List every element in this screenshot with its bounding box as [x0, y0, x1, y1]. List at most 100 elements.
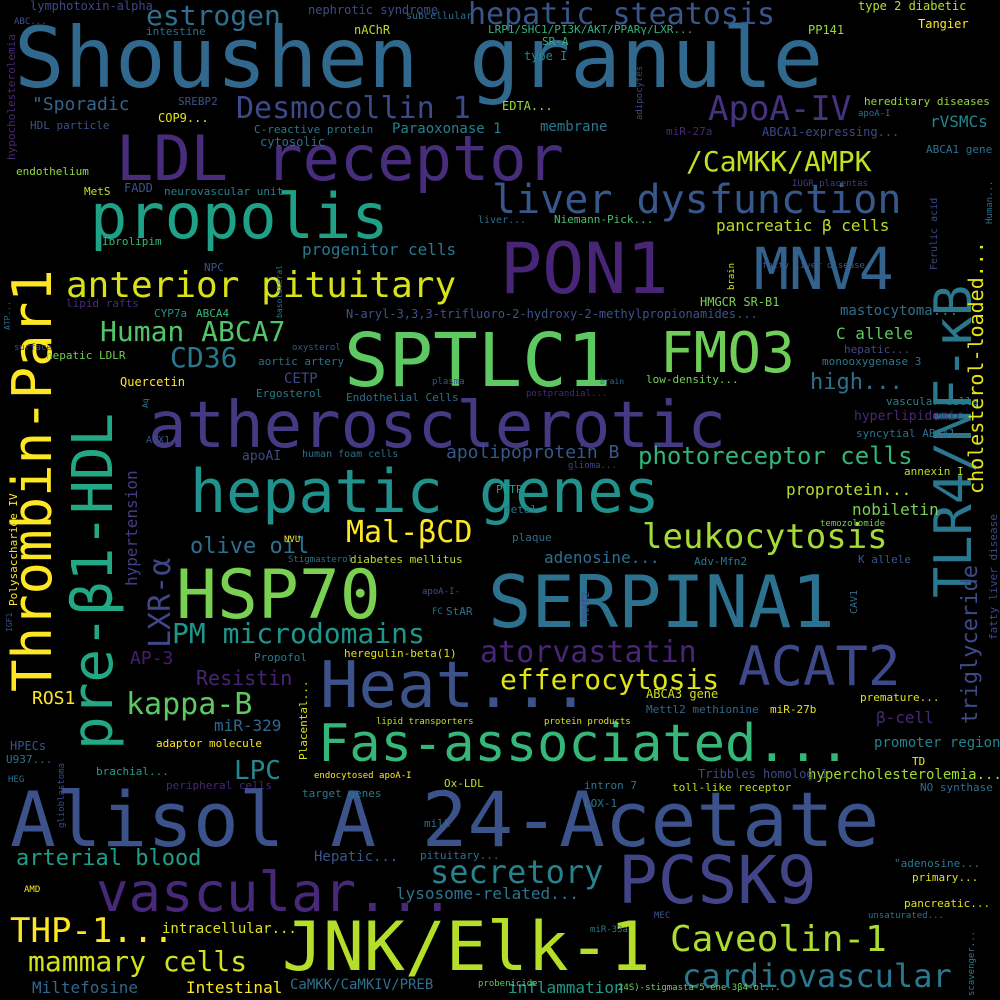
word-edta: EDTA...	[502, 99, 553, 113]
word-lpc: LPC	[234, 756, 281, 786]
word-camkk-ampk: /CaMKK/AMPK	[686, 145, 872, 178]
word-scavenger: scavenger...	[967, 930, 977, 996]
word-iugr-placentas: IUGR placentas	[792, 179, 868, 189]
word-jnk-elk-1: JNK/Elk-1	[282, 908, 651, 987]
word-heg: HEG	[8, 775, 25, 785]
word-low-density: low-density...	[646, 373, 739, 386]
word-photoreceptor-cells: photoreceptor cells	[638, 442, 913, 470]
word-fatty-liver-disease: fatty liver disease	[987, 514, 1000, 640]
word-hepatic-ellipsis: Hepatic...	[314, 849, 399, 865]
word-lysosome-related: lysosome-related...	[396, 884, 580, 903]
word-heregulin: heregulin-beta(1)	[344, 647, 457, 660]
word-hdl-particle: HDL particle	[30, 119, 110, 132]
word-cetp: CETP	[284, 371, 318, 387]
word-adipocytes: adipocytes	[635, 65, 645, 120]
word-mir-329: miR-329	[214, 716, 282, 735]
word-subcellular: subcellular	[406, 11, 473, 22]
word-protein-products: protein products	[544, 717, 631, 727]
word-atherosclerotic: atherosclerotic	[148, 389, 726, 463]
word-mammary-cells: mammary cells	[28, 945, 248, 978]
word-inflammation: inflammation	[508, 978, 624, 997]
word-hpecs: HPECs	[10, 739, 47, 753]
word-pltp: PLTP	[496, 483, 523, 496]
word-high: high...	[810, 370, 903, 395]
word-paraoxonase-1: Paraoxonase 1	[392, 121, 502, 137]
word-nachr: nAChR	[354, 23, 391, 37]
word-k-allele: K allele	[858, 553, 911, 566]
word-n-aryl: N-aryl-3,3,3-trifluoro-2-hydroxy-2-methy…	[346, 307, 758, 321]
word-endothelial-cells: Endothelial Cells	[346, 391, 459, 404]
word-target-genes: target genes	[302, 787, 382, 800]
word-cyp7a: CYP7a	[154, 307, 188, 320]
word-syncytial-abca1: syncytial ABCA1	[856, 427, 956, 440]
word-efferocytosis: efferocytosis	[500, 663, 720, 696]
word-pancreatic-b-cells: pancreatic β cells	[716, 216, 890, 235]
word-intracellular: intracellular...	[162, 921, 297, 937]
word-pon1: PON1	[500, 228, 669, 310]
word-cd36: CD36	[170, 341, 238, 374]
word-alisol-a: Alisol A 24-Acetate	[10, 775, 880, 864]
word-brachial: brachial...	[96, 765, 169, 778]
word-pm-microdomains: PM microdomains	[172, 617, 425, 650]
word-ergosterol: Ergosterol	[256, 387, 323, 400]
word-stigmasterol: Stigmasterol	[288, 555, 354, 565]
word-lipid-transporters: lipid transporters	[376, 717, 474, 727]
word-intestine: intestine	[146, 25, 206, 38]
word-atp: ATP...	[3, 301, 12, 330]
word-proprotein: proprotein...	[786, 480, 912, 499]
word-neurovascular-unit: neurovascular unit	[164, 185, 284, 198]
word-u937: U937...	[6, 753, 53, 766]
word-hsp70: HSP70	[176, 556, 381, 635]
word-toll-like-receptor: toll-like receptor	[672, 781, 792, 794]
word-adv-mfn2: Adv-Mfn2	[694, 555, 747, 568]
word-mec: MEC	[654, 911, 671, 921]
word-primary: primary...	[912, 871, 979, 884]
word-mastocytoma: mastocytoma...	[840, 303, 959, 319]
word-td: TD	[912, 755, 926, 768]
word-postprandial: postprandial...	[526, 389, 608, 399]
word-abca1-expressing: ABCA1-expressing...	[762, 125, 900, 139]
word-tribbles-homolog-1: Tribbles homolog 1	[698, 767, 829, 781]
word-ox-ldl: Ox-LDL	[444, 777, 484, 790]
word-secretory: secretory	[430, 853, 604, 891]
word-liver: liver...	[478, 215, 527, 226]
word-abca1-gene: ABCA1 gene	[926, 143, 993, 156]
word-lox-1: LOX-1	[584, 797, 618, 810]
word-glioblastoma: glioblastoma	[57, 762, 67, 828]
word-polysaccharide-iv: Polysaccharide IV	[7, 493, 20, 606]
word-probenicide: probenicide	[478, 979, 538, 989]
word-ros1: ROS1	[32, 688, 76, 709]
word-oxysterol: fatty liver disease	[762, 261, 865, 271]
word-sr-a: SR-A	[542, 35, 569, 48]
word-npc: NPC	[204, 261, 224, 274]
word-nephrotic-syndrome: nephrotic syndrome	[308, 3, 439, 17]
word-type-i: type I	[524, 49, 568, 63]
word-tangier: Tangier	[918, 17, 969, 31]
word-placental: Placental...	[297, 680, 310, 760]
word-vascular-cells: vascular cells	[886, 395, 979, 408]
word-amd: AMD	[24, 885, 41, 895]
word-surface: surface	[14, 343, 52, 353]
word-fetal: fetal	[504, 503, 538, 516]
word-mnv4: MNV4	[754, 235, 894, 303]
word-lymphotoxin-alpha: lymphotoxin-alpha	[30, 0, 153, 13]
word-apoa-i-dash: apoA-I-	[422, 587, 460, 597]
word-monooxygenase-3: monooxygenase 3	[822, 355, 922, 368]
word-estrogen: estrogen	[146, 0, 281, 32]
word-plaque: plaque	[512, 531, 552, 544]
word-c-reactive-protein: C-reactive protein	[254, 123, 374, 136]
word-peripheral-cells: peripheral cells	[166, 779, 272, 792]
word-membrane: membrane	[540, 119, 608, 135]
word-anterior-pituitary: anterior pituitary	[66, 265, 457, 306]
word-hypercholesterolemia: hypercholesterolemia...	[808, 767, 1000, 783]
word-endocytosed-apoa-i: endocytosed apoA-I	[314, 771, 412, 781]
word-ch25h: brain	[600, 377, 625, 386]
word-abca4: ABCA4	[196, 307, 230, 320]
word-plasma: plasma	[432, 377, 465, 387]
word-ap-3: AP-3	[130, 648, 174, 669]
word-lrp1-pathway: LRP1/SHC1/PI3K/AKT/PPARγ/LXR...	[488, 23, 694, 36]
word-shoushen-granule: Shoushen granule	[14, 9, 824, 107]
word-apoa-i-top: apoA-I	[858, 109, 891, 119]
word-cop9: COP9...	[158, 111, 209, 125]
word-miltefosine: Miltefosine	[32, 978, 138, 997]
